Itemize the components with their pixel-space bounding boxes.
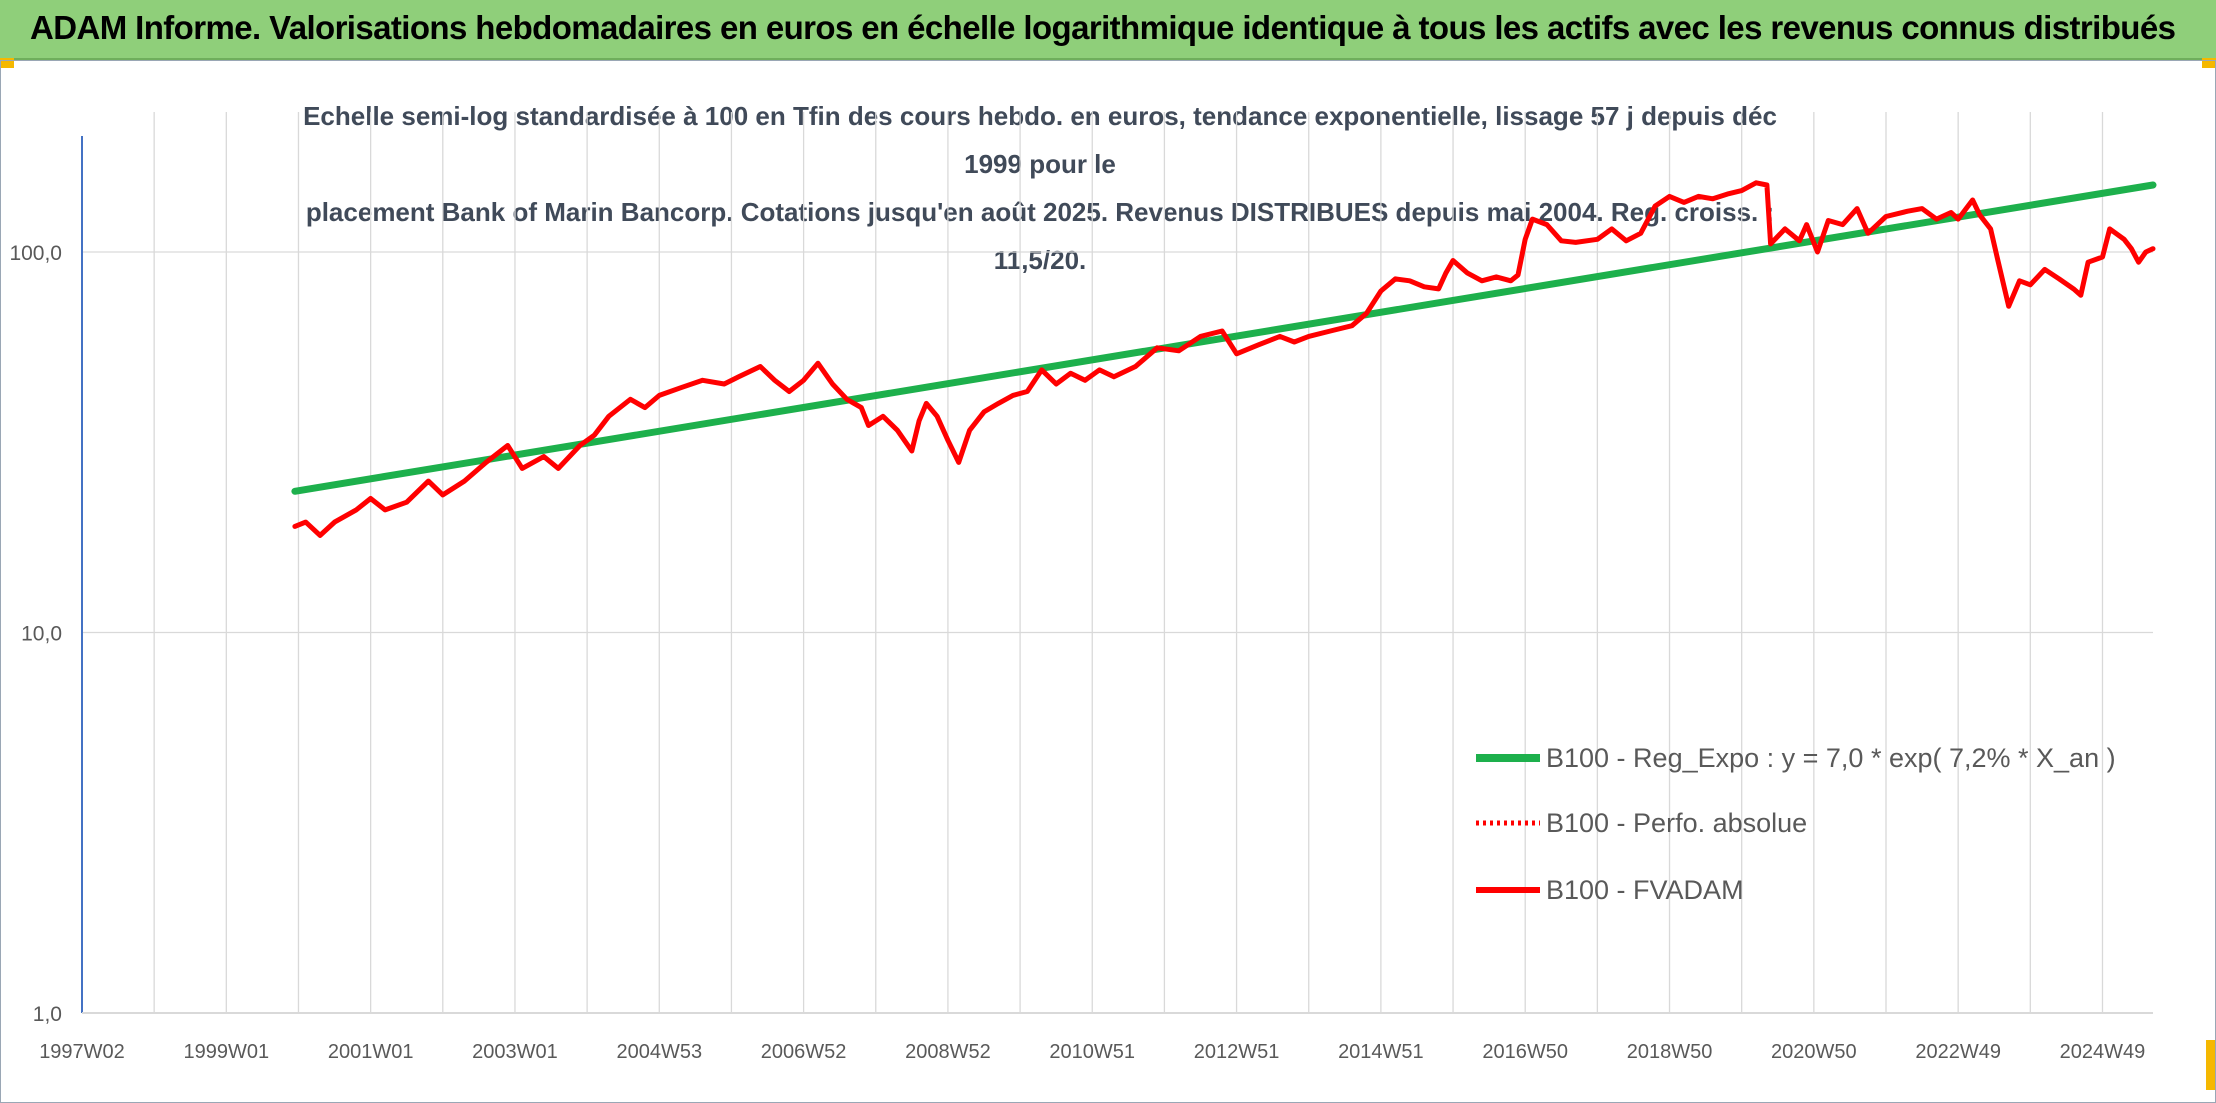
x-tick-label: 2010W51 — [1049, 1041, 1135, 1063]
series-line-fvadam — [292, 180, 2156, 538]
x-tick-label: 2018W50 — [1627, 1041, 1713, 1063]
chart-subtitle-line-1: Echelle semi-log standardisée à 100 en T… — [303, 101, 1777, 179]
x-tick-label: 1999W01 — [184, 1041, 270, 1063]
x-tick-label: 2022W49 — [1915, 1041, 2001, 1063]
x-tick-label: 2001W01 — [328, 1041, 414, 1063]
x-tick-label: 2003W01 — [472, 1041, 558, 1063]
legend-label-fvadam: B100 - FVADAM — [1546, 875, 1744, 905]
legend-label-trend: B100 - Reg_Expo : y = 7,0 * exp( 7,2% * … — [1546, 743, 2116, 773]
x-tick-label: 1997W02 — [39, 1041, 125, 1063]
legend-label-perfo: B100 - Perfo. absolue — [1546, 808, 1807, 838]
y-tick-label: 10,0 — [21, 623, 62, 646]
x-tick-label: 2024W49 — [2060, 1041, 2146, 1063]
title-banner: ADAM Informe. Valorisations hebdomadaire… — [0, 0, 2216, 60]
x-tick-label: 2004W53 — [616, 1041, 702, 1063]
x-tick-label: 2020W50 — [1771, 1041, 1857, 1063]
x-tick-label: 2008W52 — [905, 1041, 991, 1063]
y-tick-label: 100,0 — [9, 242, 62, 265]
x-tick-label: 2014W51 — [1338, 1041, 1424, 1063]
x-tick-label: 2016W50 — [1482, 1041, 1568, 1063]
corner-marker-bottom-right — [2206, 1040, 2216, 1090]
page-title: ADAM Informe. Valorisations hebdomadaire… — [30, 9, 2176, 46]
x-tick-label: 2012W51 — [1194, 1041, 1280, 1063]
corner-marker-right — [2202, 58, 2216, 68]
x-tick-label: 2006W52 — [761, 1041, 847, 1063]
y-tick-label: 1,0 — [33, 1003, 62, 1026]
corner-marker-left — [0, 58, 14, 68]
